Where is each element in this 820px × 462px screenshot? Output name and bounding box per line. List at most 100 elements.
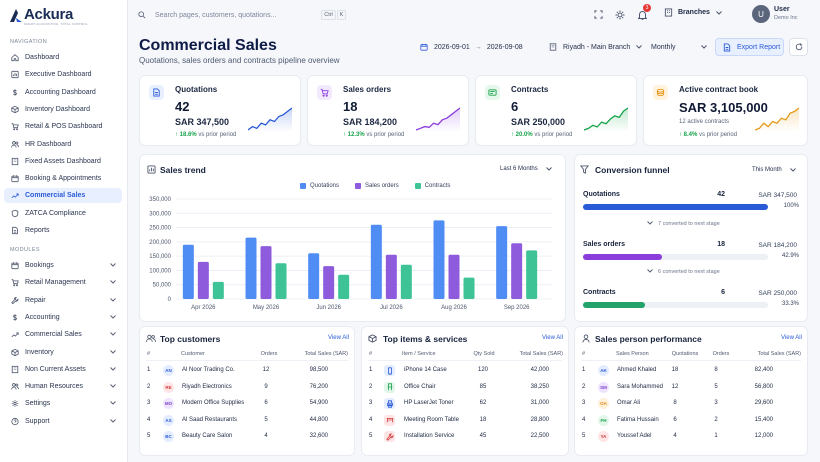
legend-item[interactable]: Quotations (300, 183, 339, 189)
bar-contracts[interactable] (338, 274, 350, 299)
row-name[interactable]: Beauty Care Salon (182, 433, 233, 439)
people-icon (11, 140, 19, 148)
bar-quotations[interactable] (182, 244, 194, 299)
funnel-title: Conversion funnel (595, 165, 670, 175)
bar-sales-orders[interactable] (385, 254, 397, 299)
module-item-repair[interactable]: Repair (4, 293, 122, 308)
chevron-down-icon (110, 349, 116, 356)
bar-contracts[interactable] (526, 250, 538, 299)
date-range-picker[interactable]: 2026-09-01 → 2026-09-08 (420, 38, 523, 56)
document-icon (723, 42, 731, 52)
period-select[interactable]: Monthly (651, 38, 707, 56)
bar-quotations[interactable] (496, 226, 508, 299)
date-to[interactable]: 2026-09-08 (486, 43, 523, 51)
branches-dropdown[interactable]: Branches (664, 8, 722, 17)
row-name[interactable]: iPhone 14 Case (404, 367, 447, 373)
branch-select[interactable]: Riyadh - Main Branch (549, 38, 643, 56)
bar-quotations[interactable] (245, 237, 257, 299)
y-tick-label: 350,000 (149, 197, 171, 203)
bar-contracts[interactable] (212, 281, 224, 299)
row-name[interactable]: Youssef Adel (617, 433, 652, 439)
kpi-card-contracts[interactable]: Contracts 6 SAR 250,000 ↑ 20.0% vs prior pe… (475, 75, 637, 146)
bar-sales-orders[interactable] (260, 246, 272, 299)
row-total: 82,400 (754, 367, 773, 373)
items-view-all-link[interactable]: View All (542, 335, 563, 341)
bar-contracts[interactable] (400, 264, 412, 299)
row-name[interactable]: Modern Office Supplies (182, 400, 245, 406)
row-name[interactable]: Office Chair (404, 383, 436, 390)
module-item-support[interactable]: Support (4, 414, 122, 429)
legend-item[interactable]: Sales orders (355, 183, 399, 189)
table-header: Total Sales (SAR) (519, 351, 563, 357)
people-icon (146, 334, 156, 342)
brand-logo[interactable]: Ackura (9, 6, 73, 23)
bar-contracts[interactable] (463, 277, 475, 299)
row-name[interactable]: Meeting Room Table (404, 416, 459, 423)
bar-quotations[interactable] (433, 220, 445, 299)
bar-quotations[interactable] (370, 224, 382, 299)
module-item-non-current-assets[interactable]: Non Current Assets (4, 362, 122, 377)
row-name[interactable]: Installation Service (404, 433, 455, 439)
row-name[interactable]: HP LaserJet Toner (404, 400, 454, 406)
sidebar-item-zatca-compliance[interactable]: ZATCA Compliance (4, 206, 122, 221)
funnel-stage-amount: SAR 347,500 (758, 191, 797, 199)
module-item-retail-management[interactable]: Retail Management (4, 275, 122, 290)
persons-view-all-link[interactable]: View All (781, 335, 802, 341)
row-name[interactable]: Al Noor Trading Co. (182, 367, 235, 373)
module-item-human-resources[interactable]: Human Resources (4, 379, 122, 394)
kpi-card-active-contract-book[interactable]: Active contract book SAR 3,105,000 12 acti… (643, 75, 808, 146)
bar-sales-orders[interactable] (511, 243, 523, 299)
export-report-button[interactable]: Export Report (715, 38, 784, 56)
row-orders: 1 (714, 433, 718, 439)
bar-quotations[interactable] (308, 253, 320, 299)
row-name[interactable]: Fatima Hussain (617, 416, 659, 423)
customers-view-all-link[interactable]: View All (328, 335, 349, 341)
box-icon (11, 348, 19, 356)
shortcut-ctrl-key: Ctrl (321, 10, 336, 20)
avatar[interactable]: U (752, 5, 770, 23)
funnel-icon (580, 165, 589, 174)
bar-contracts[interactable] (275, 263, 287, 299)
row-name[interactable]: Omar Ali (617, 400, 641, 406)
sidebar-item-inventory-dashboard[interactable]: Inventory Dashboard (4, 102, 122, 117)
module-item-settings[interactable]: Settings (4, 396, 122, 411)
fullscreen-icon[interactable] (592, 8, 604, 21)
bar-sales-orders[interactable] (323, 266, 335, 299)
module-item-inventory[interactable]: Inventory (4, 345, 122, 360)
row-orders: 9 (264, 383, 268, 390)
bar-sales-orders[interactable] (448, 254, 460, 299)
bar-sales-orders[interactable] (197, 261, 209, 299)
search-bar[interactable]: Search pages, customers, quotations... C… (138, 7, 348, 23)
funnel-stage-track (583, 302, 768, 308)
kpi-card-quotations[interactable]: Quotations 42 SAR 347,500 ↑ 18.6% vs prior … (139, 75, 301, 146)
search-input[interactable]: Search pages, customers, quotations... (155, 11, 277, 19)
sidebar-item-reports[interactable]: Reports (4, 223, 122, 238)
row-name[interactable]: Sara Mohammed (617, 383, 664, 390)
row-rank: 2 (582, 383, 586, 390)
date-from[interactable]: 2026-09-01 (434, 43, 470, 51)
sidebar-item-accounting-dashboard[interactable]: Accounting Dashboard (4, 85, 122, 100)
notifications-button[interactable]: 3 (636, 4, 651, 21)
legend-item[interactable]: Contracts (414, 183, 450, 189)
refresh-button[interactable] (789, 38, 808, 56)
kpi-card-sales-orders[interactable]: Sales orders 18 SAR 184,200 ↑ 12.3% vs prio… (307, 75, 469, 146)
sidebar-item-executive-dashboard[interactable]: Executive Dashboard (4, 67, 122, 82)
module-item-label: Bookings (25, 262, 54, 269)
theme-sun-icon[interactable] (614, 8, 626, 21)
row-name[interactable]: Al Saad Restaurants (182, 416, 238, 423)
sidebar-item-hr-dashboard[interactable]: HR Dashboard (4, 137, 122, 152)
sidebar-item-commercial-sales[interactable]: Commercial Sales (4, 188, 122, 204)
sidebar-item-booking-appointments[interactable]: Booking & Appointments (4, 171, 122, 186)
sidebar-item-fixed-assets-dashboard[interactable]: Fixed Assets Dashboard (4, 154, 122, 169)
period-value: Monthly (651, 43, 676, 51)
sidebar-item-dashboard[interactable]: Dashboard (4, 50, 122, 65)
module-item-accounting[interactable]: Accounting (4, 310, 122, 325)
funnel-period-select[interactable]: This Month (752, 167, 796, 173)
sidebar-item-retail-pos-dashboard[interactable]: Retail & POS Dashboard (4, 119, 122, 134)
row-quotes: 12 (671, 383, 679, 390)
row-name[interactable]: Riyadh Electronics (182, 383, 232, 390)
range-select[interactable]: Last 6 Months (500, 166, 552, 172)
row-name[interactable]: Ahmed Khaled (617, 367, 657, 373)
module-item-commercial-sales[interactable]: Commercial Sales (4, 327, 122, 342)
module-item-bookings[interactable]: Bookings (4, 258, 122, 273)
